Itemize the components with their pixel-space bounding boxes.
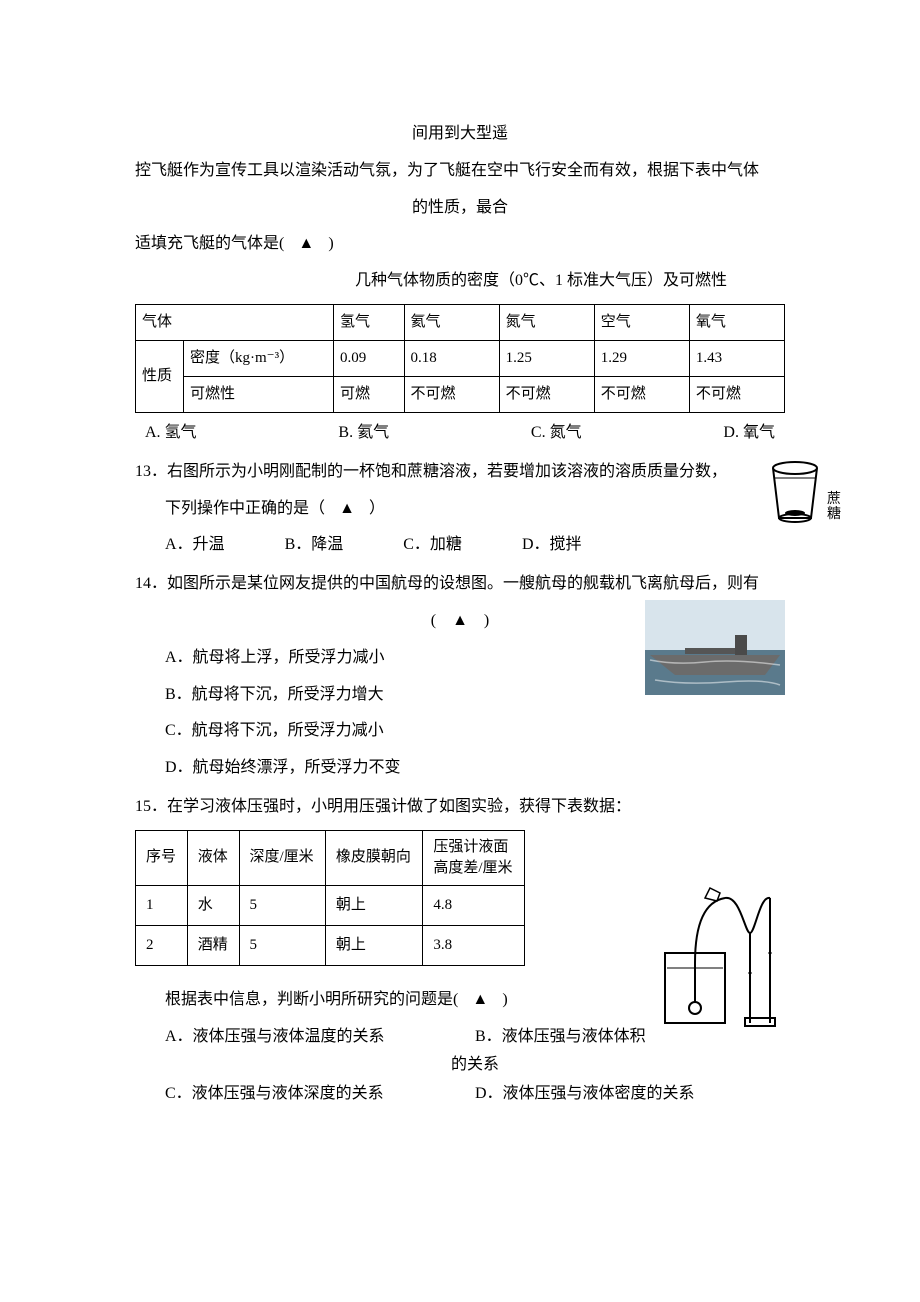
td-cell: 不可燃 (404, 376, 499, 412)
td-cell: 不可燃 (594, 376, 689, 412)
option-d: D．液体压强与液体密度的关系 (475, 1080, 785, 1109)
q13-options: A．升温 B．降温 C．加糖 D．搅拌 (135, 531, 785, 560)
q12-table-caption: 几种气体物质的密度（0℃、1 标准大气压）及可燃性 (135, 267, 785, 296)
question-13: 蔗糖 13．右图所示为小明刚配制的一杯饱和蔗糖溶液，若要增加该溶液的溶质质量分数… (135, 458, 785, 560)
table-row: 1 水 5 朝上 4.8 (136, 885, 525, 925)
answer-blank: ▲ (329, 495, 365, 524)
td-cell: 酒精 (187, 925, 239, 965)
q15-body: 在学习液体压强时，小明用压强计做了如图实验，获得下表数据： (167, 798, 631, 815)
option-b2: 的关系 (165, 1051, 785, 1080)
option-a: A. 氢气 (145, 419, 197, 448)
option-b: B. 氦气 (338, 419, 389, 448)
table-header-row: 气体 氢气 氦气 氮气 空气 氧气 (136, 304, 785, 340)
table-row-flammable: 可燃性 可燃 不可燃 不可燃 不可燃 不可燃 (136, 376, 785, 412)
option-a: A．液体压强与液体温度的关系 (165, 1023, 475, 1052)
q13-l2-suffix: ） (369, 500, 385, 517)
th-h2: 氢气 (334, 304, 405, 340)
td-cell: 1.29 (594, 340, 689, 376)
q13-num: 13． (135, 463, 167, 480)
option-c: C．航母将下沉，所受浮力减小 (165, 717, 785, 746)
td-cell: 水 (187, 885, 239, 925)
question-14: 14．如图所示是某位网友提供的中国航母的设想图。一艘航母的舰载机飞离航母后，则有… (135, 570, 785, 783)
q15-options: A．液体压强与液体温度的关系 B．液体压强与液体体积 的关系 C．液体压强与液体… (135, 1023, 785, 1109)
q15-conc-prefix: 根据表中信息，判断小明所研究的问题是( (165, 991, 458, 1008)
td-cell: 1.43 (689, 340, 784, 376)
q14-text: 14．如图所示是某位网友提供的中国航母的设想图。一艘航母的舰载机飞离航母后，则有 (135, 570, 785, 599)
td-cell: 5 (239, 885, 325, 925)
th-he: 氦气 (404, 304, 499, 340)
q12-line4-suffix: ) (328, 235, 333, 252)
th-liquid: 液体 (187, 830, 239, 885)
q13-text-prefix: 右图所示为小明刚配制的一杯饱和蔗糖溶液，若要增加该溶液的溶质质量分数， (167, 463, 727, 480)
q12-line3: 的性质，最合 (135, 194, 785, 223)
q13-line2: 下列操作中正确的是（ ▲ ） (135, 495, 785, 524)
option-c: C．加糖 (403, 531, 462, 560)
th-dir: 橡皮膜朝向 (325, 830, 422, 885)
option-c: C. 氮气 (531, 419, 582, 448)
table-row: 2 酒精 5 朝上 3.8 (136, 925, 525, 965)
option-c: C．液体压强与液体深度的关系 (165, 1080, 475, 1109)
q15-num: 15． (135, 798, 167, 815)
q15-pressure-table: 序号 液体 深度/厘米 橡皮膜朝向 压强计液面 高度差/厘米 1 水 5 朝上 … (135, 830, 525, 966)
th-air: 空气 (594, 304, 689, 340)
td-cell: 5 (239, 925, 325, 965)
td-cell: 2 (136, 925, 188, 965)
td-cell: 0.18 (404, 340, 499, 376)
q13-l2-prefix: 下列操作中正确的是（ (165, 500, 325, 517)
option-d: D．航母始终漂浮，所受浮力不变 (165, 754, 785, 783)
q12-line4-prefix: 适填充飞艇的气体是( (135, 235, 284, 252)
cup-sugar-icon (765, 458, 835, 528)
pressure-gauge-icon (655, 863, 785, 1033)
th-o2: 氧气 (689, 304, 784, 340)
table-header-row: 序号 液体 深度/厘米 橡皮膜朝向 压强计液面 高度差/厘米 (136, 830, 525, 885)
td-cell: 0.09 (334, 340, 405, 376)
table-row-density: 性质 密度（kg·m⁻³） 0.09 0.18 1.25 1.29 1.43 (136, 340, 785, 376)
td-cell: 朝上 (325, 925, 422, 965)
th-depth: 深度/厘米 (239, 830, 325, 885)
th-diff: 压强计液面 高度差/厘米 (423, 830, 525, 885)
question-15: 15．在学习液体压强时，小明用压强计做了如图实验，获得下表数据： 序号 液体 深… (135, 793, 785, 1109)
option-a: A．升温 (165, 531, 225, 560)
q15-opt-row2: C．液体压强与液体深度的关系 D．液体压强与液体密度的关系 (165, 1080, 785, 1109)
sugar-label: 蔗糖 (827, 492, 847, 523)
answer-blank: ▲ (462, 986, 498, 1015)
q12-line4: 适填充飞艇的气体是( ▲ ) (135, 230, 785, 259)
q12-line1: 间用到大型遥 (135, 120, 785, 149)
td-density-label: 密度（kg·m⁻³） (184, 340, 334, 376)
td-cell: 1 (136, 885, 188, 925)
td-cell: 3.8 (423, 925, 525, 965)
answer-blank: ▲ (288, 230, 324, 259)
td-cell: 不可燃 (499, 376, 594, 412)
td-cell: 1.25 (499, 340, 594, 376)
option-d: D. 氧气 (723, 419, 775, 448)
q14-body: 如图所示是某位网友提供的中国航母的设想图。一艘航母的舰载机飞离航母后，则有 (167, 575, 759, 592)
td-cell: 4.8 (423, 885, 525, 925)
aircraft-carrier-image (645, 600, 785, 695)
q12-line2: 控飞艇作为宣传工具以渲染活动气氛，为了飞艇在空中飞行安全而有效，根据下表中气体 (135, 157, 785, 186)
q12-options: A. 氢气 B. 氦气 C. 氮气 D. 氧气 (135, 419, 785, 448)
td-cell: 不可燃 (689, 376, 784, 412)
q14-num: 14． (135, 575, 167, 592)
option-b: B．降温 (285, 531, 344, 560)
td-flam-label: 可燃性 (184, 376, 334, 412)
th-gas: 气体 (136, 304, 334, 340)
td-cell: 可燃 (334, 376, 405, 412)
td-cell: 朝上 (325, 885, 422, 925)
q13-text: 13．右图所示为小明刚配制的一杯饱和蔗糖溶液，若要增加该溶液的溶质质量分数， (135, 458, 785, 487)
th-idx: 序号 (136, 830, 188, 885)
td-group: 性质 (136, 340, 184, 412)
q15-conc-suffix: ) (502, 991, 507, 1008)
q15-text: 15．在学习液体压强时，小明用压强计做了如图实验，获得下表数据： (135, 793, 785, 822)
q12-gas-table: 气体 氢气 氦气 氮气 空气 氧气 性质 密度（kg·m⁻³） 0.09 0.1… (135, 304, 785, 413)
th-n2: 氮气 (499, 304, 594, 340)
option-d: D．搅拌 (522, 531, 582, 560)
question-12: 间用到大型遥 控飞艇作为宣传工具以渲染活动气氛，为了飞艇在空中飞行安全而有效，根… (135, 120, 785, 448)
